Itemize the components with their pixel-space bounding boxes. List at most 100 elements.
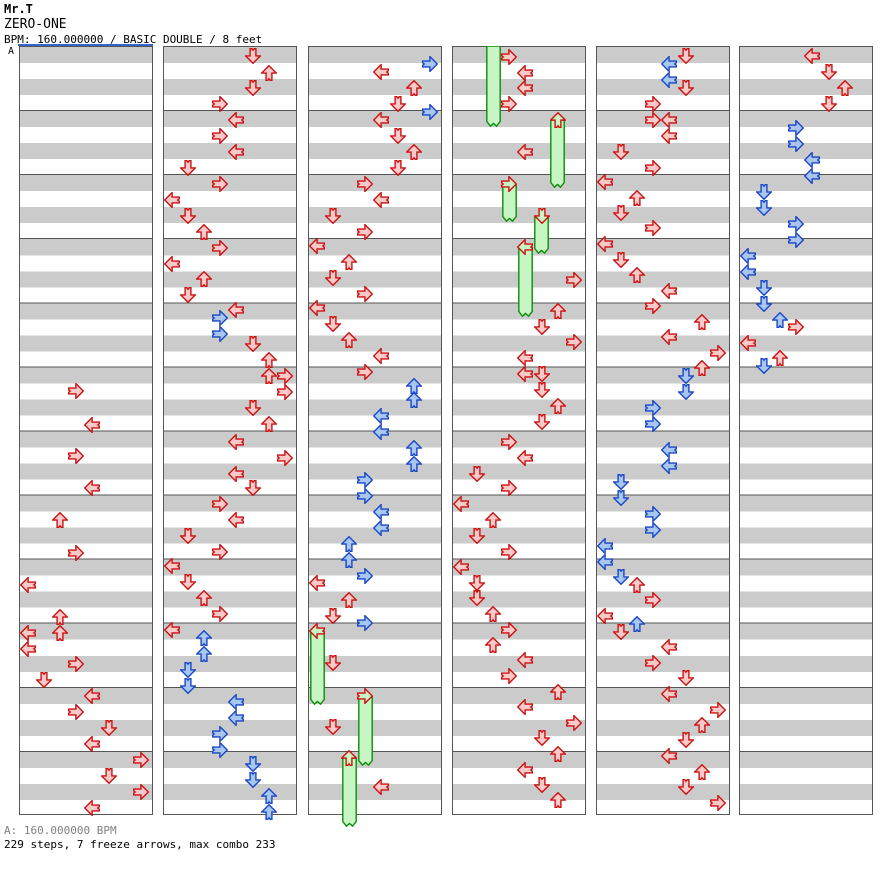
note-arrow-red-down (324, 607, 343, 625)
bpm-marker-line (18, 44, 153, 46)
note-arrow-blue-up (259, 787, 278, 805)
note-arrow-red-down (468, 465, 487, 483)
note-arrow-red-down (243, 335, 262, 353)
note-arrow-red-left (163, 254, 181, 274)
note-arrow-blue-right (788, 214, 805, 234)
note-arrow-red-down (388, 159, 407, 177)
note-arrow-red-down (676, 778, 695, 796)
note-arrow-blue-right (212, 740, 229, 760)
note-arrow-red-down (676, 731, 695, 749)
note-arrow-blue-right (357, 613, 374, 633)
note-arrow-red-left (517, 78, 534, 98)
note-arrow-red-right (788, 317, 805, 337)
note-arrow-blue-right (357, 486, 374, 506)
note-arrow-blue-right (645, 414, 662, 434)
note-arrow-blue-down (755, 357, 774, 375)
freeze-bar (485, 45, 501, 128)
note-arrow-red-left (517, 142, 534, 162)
note-arrow-red-left (517, 650, 534, 670)
note-arrow-red-down (532, 776, 551, 794)
note-arrow-blue-left (596, 536, 614, 556)
note-arrow-blue-left (804, 166, 821, 186)
note-arrow-red-down (99, 767, 118, 785)
note-arrow-red-down (324, 654, 343, 672)
note-arrow-red-right (501, 542, 518, 562)
freeze-bar (517, 246, 533, 318)
note-arrow-red-down (243, 79, 262, 97)
note-arrow-red-left (228, 300, 245, 320)
note-arrow-red-right (501, 47, 518, 67)
note-arrow-blue-up (340, 551, 359, 569)
footer-stats-text: 229 steps, 7 freeze arrows, max combo 23… (4, 838, 276, 851)
note-arrow-blue-left (804, 150, 821, 170)
note-arrow-red-up (51, 608, 70, 626)
note-arrow-red-left (228, 464, 245, 484)
note-arrow-red-right (501, 478, 518, 498)
note-arrow-red-right (212, 174, 229, 194)
note-arrow-red-left (452, 494, 470, 514)
note-arrow-red-down (819, 95, 838, 113)
note-arrow-blue-down (243, 771, 262, 789)
note-arrow-red-down (468, 589, 487, 607)
note-arrow-red-left (517, 348, 534, 368)
note-arrow-blue-right (212, 308, 229, 328)
note-arrow-red-left (308, 298, 326, 318)
note-arrow-blue-up (404, 455, 423, 473)
freeze-head-arrow-left (517, 237, 534, 257)
note-arrow-blue-right (788, 134, 805, 154)
note-arrow-red-down (612, 251, 631, 269)
freeze-head-arrow-right (501, 174, 518, 194)
note-arrow-red-up (259, 64, 278, 82)
freeze-head-arrow-up (548, 111, 567, 129)
note-arrow-red-left (517, 760, 534, 780)
note-arrow-red-left (661, 746, 678, 766)
note-arrow-red-right (501, 432, 518, 452)
note-arrow-red-up (692, 313, 711, 331)
note-arrow-blue-down (243, 755, 262, 773)
note-arrow-blue-down (179, 661, 198, 679)
note-arrow-red-right (645, 296, 662, 316)
note-arrow-red-right (357, 222, 374, 242)
note-arrow-blue-left (739, 246, 757, 266)
note-arrow-blue-left (596, 552, 614, 572)
note-arrow-blue-right (421, 102, 438, 122)
note-arrow-red-down (324, 315, 343, 333)
note-arrow-blue-down (676, 383, 695, 401)
note-arrow-blue-left (373, 422, 390, 442)
note-arrow-red-left (228, 142, 245, 162)
freeze-bar (341, 757, 357, 828)
note-arrow-red-down (179, 207, 198, 225)
note-arrow-red-right (565, 332, 582, 352)
note-arrow-blue-up (195, 629, 214, 647)
note-arrow-blue-right (788, 230, 805, 250)
note-arrow-red-up (692, 359, 711, 377)
freeze-bar (309, 630, 325, 706)
note-arrow-red-up (259, 415, 278, 433)
note-arrow-blue-left (739, 262, 757, 282)
note-arrow-red-down (324, 718, 343, 736)
note-arrow-red-up (548, 791, 567, 809)
note-arrow-red-left (661, 126, 678, 146)
note-arrow-red-down (532, 413, 551, 431)
note-arrow-red-down (35, 671, 54, 689)
note-arrow-red-left (163, 556, 181, 576)
note-arrow-red-down (179, 159, 198, 177)
note-arrow-red-down (179, 286, 198, 304)
note-arrow-red-right (645, 110, 662, 130)
note-arrow-blue-left (373, 518, 390, 538)
note-arrow-red-left (517, 364, 534, 384)
note-arrow-blue-down (755, 199, 774, 217)
note-arrow-red-down (243, 479, 262, 497)
note-arrow-red-left (228, 432, 245, 452)
note-arrow-red-right (565, 270, 582, 290)
note-arrow-blue-down (676, 367, 695, 385)
note-arrow-blue-down (755, 183, 774, 201)
note-arrow-red-right (501, 666, 518, 686)
note-arrow-red-left (373, 190, 390, 210)
note-arrow-red-right (645, 94, 662, 114)
note-arrow-red-left (373, 62, 390, 82)
note-arrow-red-right (645, 218, 662, 238)
note-arrow-red-right (357, 284, 374, 304)
note-arrow-red-up (195, 589, 214, 607)
